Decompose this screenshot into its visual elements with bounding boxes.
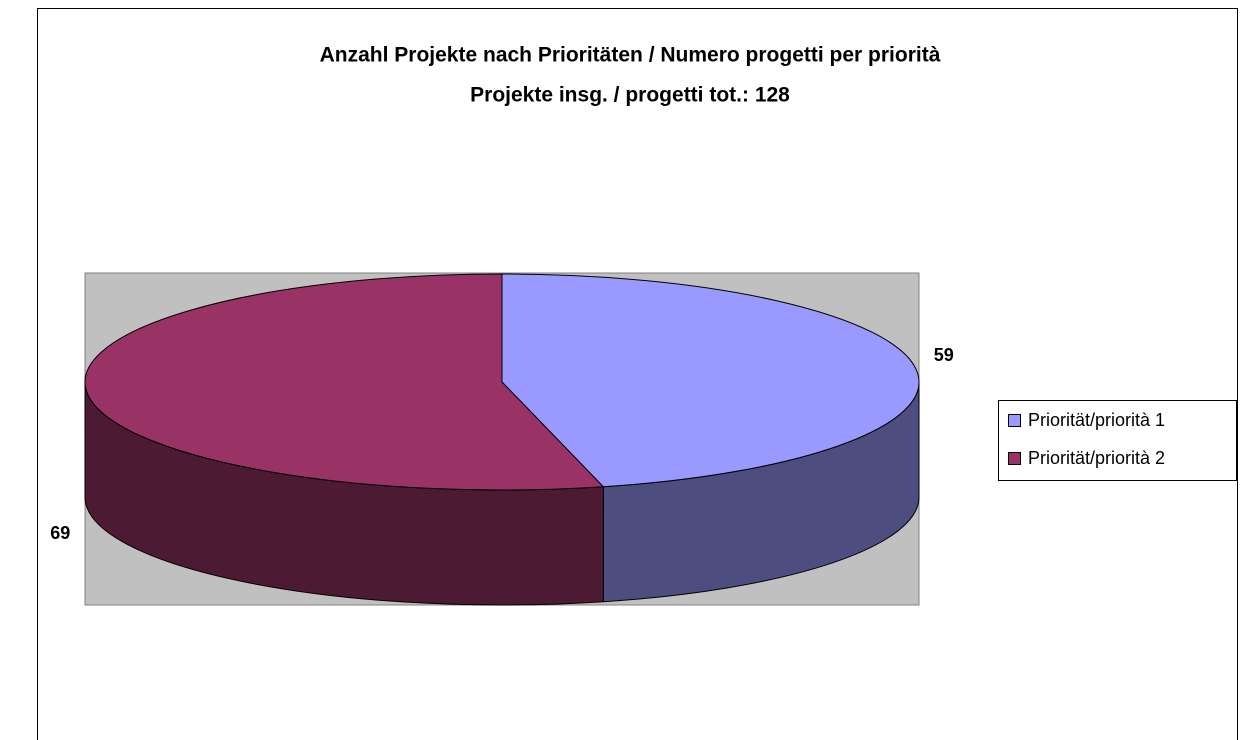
legend-box bbox=[998, 400, 1237, 481]
slice bbox=[84, 273, 605, 491]
legend-label: Priorität/priorità 2 bbox=[1028, 448, 1165, 468]
chart-title: Anzahl Projekte nach Prioritäten / Numer… bbox=[320, 44, 941, 67]
legend-swatch bbox=[1008, 414, 1021, 427]
slice bbox=[501, 273, 920, 488]
legend-label: Priorität/priorità 1 bbox=[1028, 410, 1165, 430]
legend-swatch bbox=[1008, 452, 1021, 465]
chart-subtitle: Projekte insg. / progetti tot.: 128 bbox=[470, 84, 790, 107]
data-label: 69 bbox=[50, 523, 70, 543]
pie bbox=[84, 273, 920, 606]
data-label: 59 bbox=[934, 345, 954, 365]
